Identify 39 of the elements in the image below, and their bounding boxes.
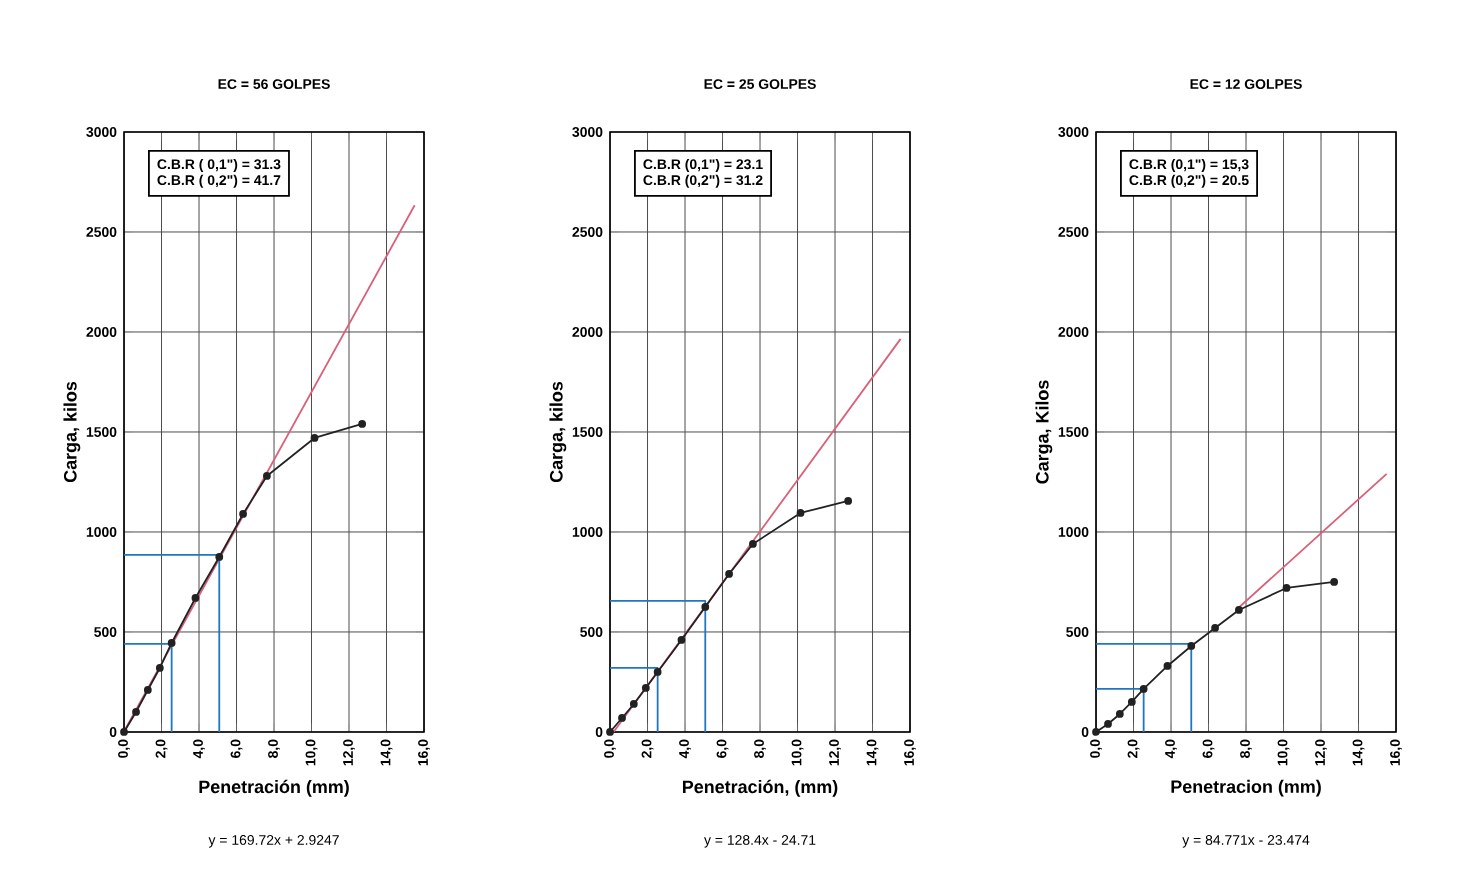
point [1139,685,1148,693]
point [263,472,271,480]
point [618,714,626,722]
point [1163,662,1172,670]
point [1187,642,1196,650]
point [191,594,200,602]
point [1092,728,1100,736]
point [358,420,367,428]
x-axis-title: Penetración (mm) [199,779,349,797]
x-axis-title: Penetración, (mm) [682,779,838,797]
x-axis-title: Penetracion (mm) [1171,779,1321,797]
point [215,553,224,561]
point [1211,624,1219,632]
point [653,668,662,676]
point [844,497,853,505]
y-axis-title: Carga, kilos [63,381,81,483]
point [677,636,686,644]
point [167,639,176,647]
point [1282,584,1291,592]
point [749,540,757,548]
point [1235,606,1243,614]
point [1104,720,1112,728]
y-axis-title: Carga, Kilos [1035,380,1053,484]
point [796,509,805,517]
point [1330,578,1339,586]
point [155,664,164,672]
point [701,603,710,611]
point [1127,698,1136,706]
point [132,708,140,716]
point [120,728,128,736]
point [641,684,650,692]
point [310,434,319,442]
point [606,728,614,736]
point [239,510,247,518]
point [725,570,733,578]
point [629,700,638,708]
point [143,686,152,694]
y-axis-title: Carga, kilos [549,381,567,483]
point [1115,710,1124,718]
